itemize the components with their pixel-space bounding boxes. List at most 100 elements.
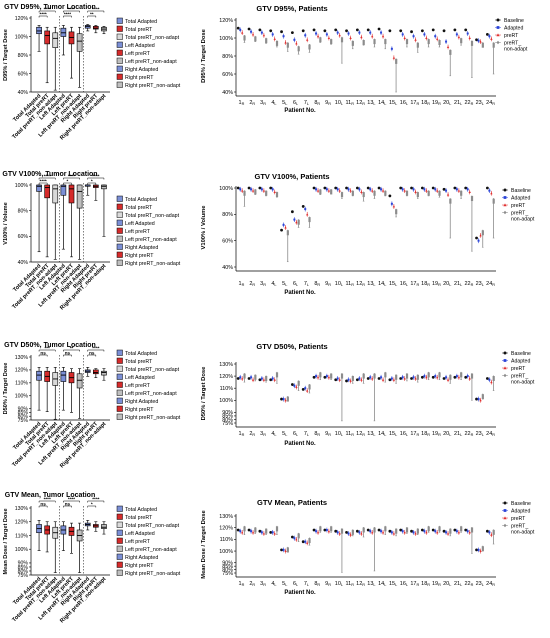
adapted-point (282, 548, 285, 551)
y-tick-label: 100% (219, 36, 233, 42)
significance-bracket (87, 177, 105, 180)
adapted-point (315, 32, 318, 35)
prert-point (338, 532, 341, 535)
adapted-point (466, 188, 469, 191)
adapted-point (315, 188, 318, 191)
adapted-point (260, 188, 263, 191)
adapted-point (347, 378, 350, 381)
nonadapt-point (254, 527, 257, 533)
nonadapt-point (243, 190, 246, 196)
adapted-point (304, 208, 307, 211)
nonadapt-point (362, 40, 365, 45)
legend-swatch (116, 405, 123, 412)
x-tick-label: 9R (325, 100, 331, 106)
prert-point (262, 189, 266, 192)
nonadapt-point (351, 40, 354, 46)
adapted-point (455, 188, 458, 191)
y-tick-label: 120% (219, 374, 233, 380)
y-tick-label: 60% (222, 238, 233, 244)
significance-bracket (38, 15, 48, 18)
adapted-point (358, 188, 361, 191)
prert-point (306, 541, 309, 544)
baseline-point (377, 27, 381, 31)
y-tick-label: 85% (18, 565, 29, 571)
significance-bracket (87, 10, 105, 13)
nonadapt-point (481, 230, 484, 236)
adapted-point (250, 30, 253, 33)
x-tick-label: 5L (282, 581, 287, 587)
y-tick-label: 60% (18, 71, 29, 77)
legend-swatch (116, 73, 123, 80)
adapted-point (466, 530, 469, 533)
baseline-point (290, 210, 294, 214)
baseline-point (355, 529, 359, 533)
baseline-point (334, 529, 338, 533)
baseline-point (388, 29, 392, 33)
legend-swatch (116, 349, 123, 356)
legend-label: Total Adapted (125, 507, 157, 513)
x-axis-label: Patient No. (284, 441, 316, 447)
nonadapt-point (470, 40, 474, 46)
y-tick-label: 100% (15, 34, 29, 40)
x-tick-label: 11R (346, 100, 355, 106)
prert-point (371, 531, 374, 534)
nonadapt-point (449, 528, 452, 534)
box-iqr (44, 184, 50, 199)
prert-point (295, 385, 298, 388)
x-tick-label: 23L (476, 100, 484, 106)
significance-bracket (87, 15, 97, 18)
x-tick-label: 14L (378, 431, 386, 437)
legend-swatch (116, 81, 123, 88)
legend-swatch (116, 505, 123, 512)
legend-label: Left preRT (125, 383, 151, 389)
significance-label: * (67, 178, 69, 183)
significance-bracket (38, 177, 56, 180)
nonadapt-point (297, 533, 300, 539)
x-tick-label: 5L (282, 281, 287, 287)
baseline-point (345, 186, 348, 190)
legend-swatch (116, 49, 123, 56)
legend-swatch (116, 529, 123, 536)
baseline-point (410, 186, 413, 190)
prert-point (262, 532, 266, 535)
baseline-point (431, 186, 435, 190)
adapted-point (325, 188, 328, 191)
nonadapt-point (395, 209, 398, 215)
x-tick-label: 15L (389, 100, 397, 106)
legend-swatch (116, 227, 123, 234)
nonadapt-point (481, 42, 484, 48)
y-tick-label: 40% (222, 265, 233, 271)
x-tick-label: 18R (421, 581, 430, 587)
legend-label: Total preRT_non-adapt (125, 523, 180, 529)
baseline-point (355, 186, 359, 190)
legend-swatch (116, 211, 123, 218)
adapted-point (250, 530, 253, 533)
legend-label: Total preRT (125, 359, 153, 365)
x-tick-label: 19R (432, 431, 441, 437)
significance-bracket (63, 10, 80, 13)
y-tick-label: 85% (18, 410, 29, 416)
prert-point (284, 549, 287, 553)
significance-bracket (38, 500, 56, 503)
nonadapt-point (286, 42, 289, 48)
nonadapt-point (460, 526, 463, 532)
baseline-point (301, 29, 305, 33)
baseline-point (431, 375, 435, 379)
baseline-point (442, 377, 446, 380)
adapted-point (347, 188, 350, 191)
legend-label: Baseline (511, 188, 531, 194)
baseline-point (236, 186, 240, 190)
legend-label: preRT_ non-adapt (511, 210, 535, 222)
adapted-point (380, 530, 383, 533)
baseline-point (431, 28, 435, 32)
prert-point (468, 36, 471, 39)
y-axis-label: Mean Dose / Target Dose (201, 509, 207, 578)
x-tick-label: 9R (325, 581, 331, 587)
x-tick-label: 17R (410, 100, 419, 106)
baseline-point (366, 28, 370, 32)
nonadapt-point (308, 44, 311, 50)
adapted-point (358, 31, 361, 34)
x-tick-label: 2R (249, 581, 255, 587)
adapted-point (466, 375, 469, 378)
box-panel-d50-location: GTV D50%, Tumor Location D50% / Target Do… (3, 342, 181, 469)
